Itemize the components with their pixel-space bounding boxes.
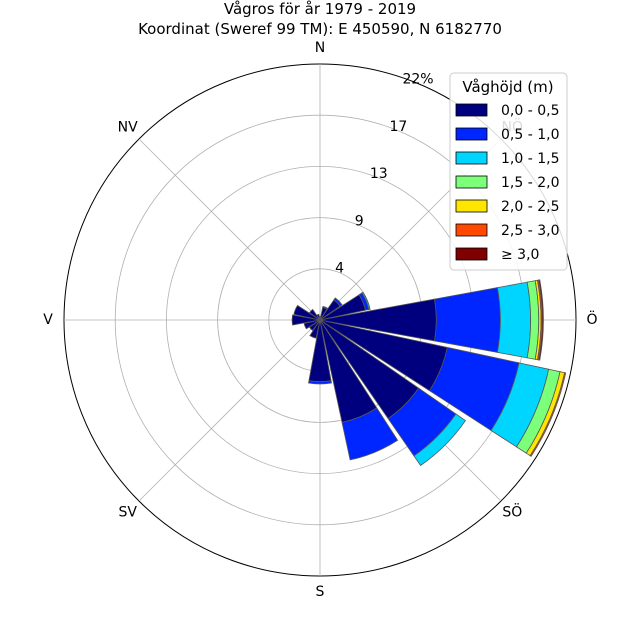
- legend-label: 0,5 - 1,0: [501, 127, 559, 143]
- direction-label: S: [316, 584, 325, 600]
- legend-label: 2,0 - 2,5: [501, 199, 559, 215]
- rose-bars: [291, 279, 567, 467]
- radial-tick-label: 13: [370, 166, 388, 182]
- rose-bar-segment: [308, 308, 321, 321]
- rose-bar-segment: [496, 281, 531, 359]
- rose-bar-segment: [361, 291, 371, 310]
- grid-spoke: [138, 138, 321, 321]
- legend-swatch: [455, 103, 488, 117]
- legend-swatch: [455, 127, 488, 141]
- legend: Våghöjd (m) 0,0 - 0,5 0,5 - 1,0 1,0 - 1,5 1…: [449, 72, 568, 271]
- legend-label: 2,5 - 3,0: [501, 223, 559, 239]
- legend-items: 0,0 - 0,5 0,5 - 1,0 1,0 - 1,5 1,5 - 2,0 2,0 …: [455, 103, 559, 263]
- legend-label: 1,5 - 2,0: [501, 175, 559, 191]
- chart-subtitle: Koordinat (Sweref 99 TM): E 450590, N 61…: [138, 20, 502, 38]
- radial-tick-label: 17: [389, 119, 407, 135]
- rose-bar-segment: [308, 380, 332, 385]
- legend-label: 0,0 - 0,5: [501, 103, 559, 119]
- legend-title: Våghöjd (m): [462, 78, 553, 96]
- rose-bar-segment: [333, 297, 343, 307]
- direction-label: Ö: [586, 310, 597, 328]
- radial-tick-label: 4: [335, 261, 344, 277]
- direction-label: SV: [118, 504, 137, 520]
- rose-bar-segment: [341, 407, 399, 461]
- legend-swatch: [455, 223, 488, 237]
- legend-swatch: [455, 199, 488, 213]
- rose-bar-segment: [308, 319, 321, 332]
- rose-bar-segment: [293, 304, 321, 321]
- rose-bar-segment: [413, 413, 467, 467]
- legend-label: ≥ 3,0: [501, 247, 539, 263]
- radial-tick-label: 9: [355, 213, 364, 229]
- legend-box: [449, 72, 568, 271]
- legend-swatch: [455, 175, 488, 189]
- direction-label: SÖ: [502, 502, 522, 520]
- rose-bar-segment: [434, 287, 501, 353]
- rose-bar-segment: [529, 372, 567, 457]
- radial-tick-label: 22%: [402, 72, 433, 88]
- rose-bar-segment: [316, 313, 321, 321]
- legend-swatch: [455, 247, 488, 261]
- rose-bar-segment: [303, 319, 321, 330]
- rose-bar-segment: [309, 319, 321, 339]
- direction-label: NV: [118, 120, 138, 136]
- legend-label: 1,0 - 1,5: [501, 151, 559, 167]
- direction-label: N: [315, 40, 325, 56]
- rose-bar-segment: [538, 279, 544, 361]
- radial-tick-labels: 4 9 13 17 22%: [335, 72, 433, 277]
- legend-swatch: [455, 151, 488, 165]
- direction-label: V: [43, 312, 53, 328]
- chart-title: Vågros för år 1979 - 2019: [224, 0, 416, 18]
- grid-spoke: [138, 319, 321, 502]
- rose-bar-segment: [322, 305, 329, 310]
- rose-bar-segment: [291, 314, 321, 326]
